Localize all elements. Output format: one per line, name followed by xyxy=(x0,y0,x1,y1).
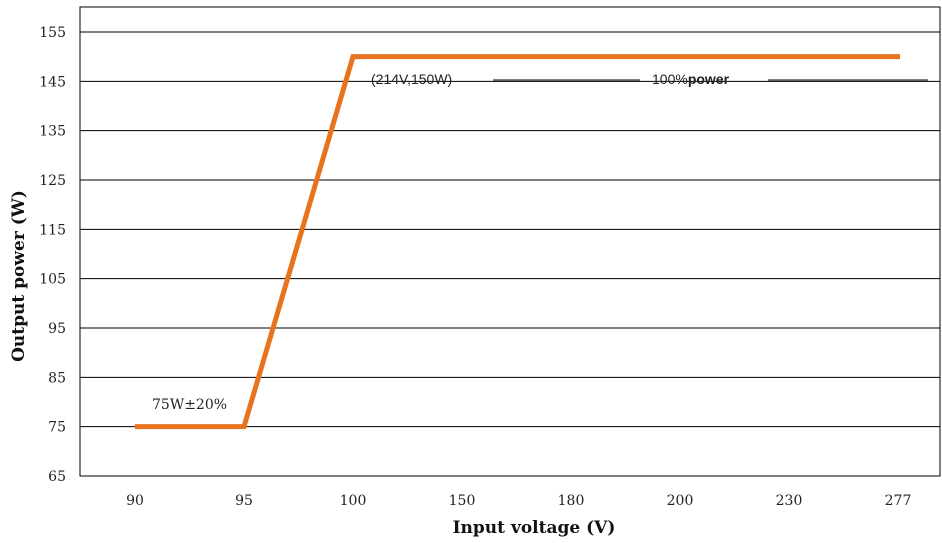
y-tick-label: 105 xyxy=(39,272,66,288)
y-tick-label: 95 xyxy=(48,321,66,337)
x-tick-label: 277 xyxy=(885,493,912,509)
annotation-full-power-bold: power xyxy=(688,71,730,87)
annotation-knee-point: (214V,150W) xyxy=(371,71,452,87)
y-tick-label: 115 xyxy=(39,222,66,238)
x-tick-label: 90 xyxy=(126,493,144,509)
annotation-full-power: 100%power xyxy=(652,71,730,87)
y-axis-title: Output power (W) xyxy=(9,190,29,362)
y-tick-label: 65 xyxy=(48,469,66,485)
y-tick-label: 135 xyxy=(39,124,66,140)
x-tick-labels: 90 95 100 150 180 200 230 277 xyxy=(126,493,911,509)
annotation-full-power-prefix: 100% xyxy=(652,71,688,87)
x-tick-label: 100 xyxy=(340,493,367,509)
x-tick-label: 95 xyxy=(235,493,253,509)
grid-lines xyxy=(80,31,940,428)
x-axis-title: Input voltage (V) xyxy=(453,518,616,538)
x-tick-label: 180 xyxy=(558,493,585,509)
y-tick-label: 75 xyxy=(48,420,66,436)
y-tick-labels: 65 75 85 95 105 115 125 135 145 155 xyxy=(39,25,66,485)
annotation-low-power: 75W±20% xyxy=(152,397,227,413)
y-tick-label: 155 xyxy=(39,25,66,41)
x-tick-label: 230 xyxy=(776,493,803,509)
series-line xyxy=(135,54,900,430)
y-tick-label: 125 xyxy=(39,173,66,189)
y-tick-label: 145 xyxy=(39,74,66,90)
y-tick-label: 85 xyxy=(48,370,66,386)
plot-frame xyxy=(79,6,941,477)
x-tick-label: 150 xyxy=(449,493,476,509)
x-tick-label: 200 xyxy=(667,493,694,509)
